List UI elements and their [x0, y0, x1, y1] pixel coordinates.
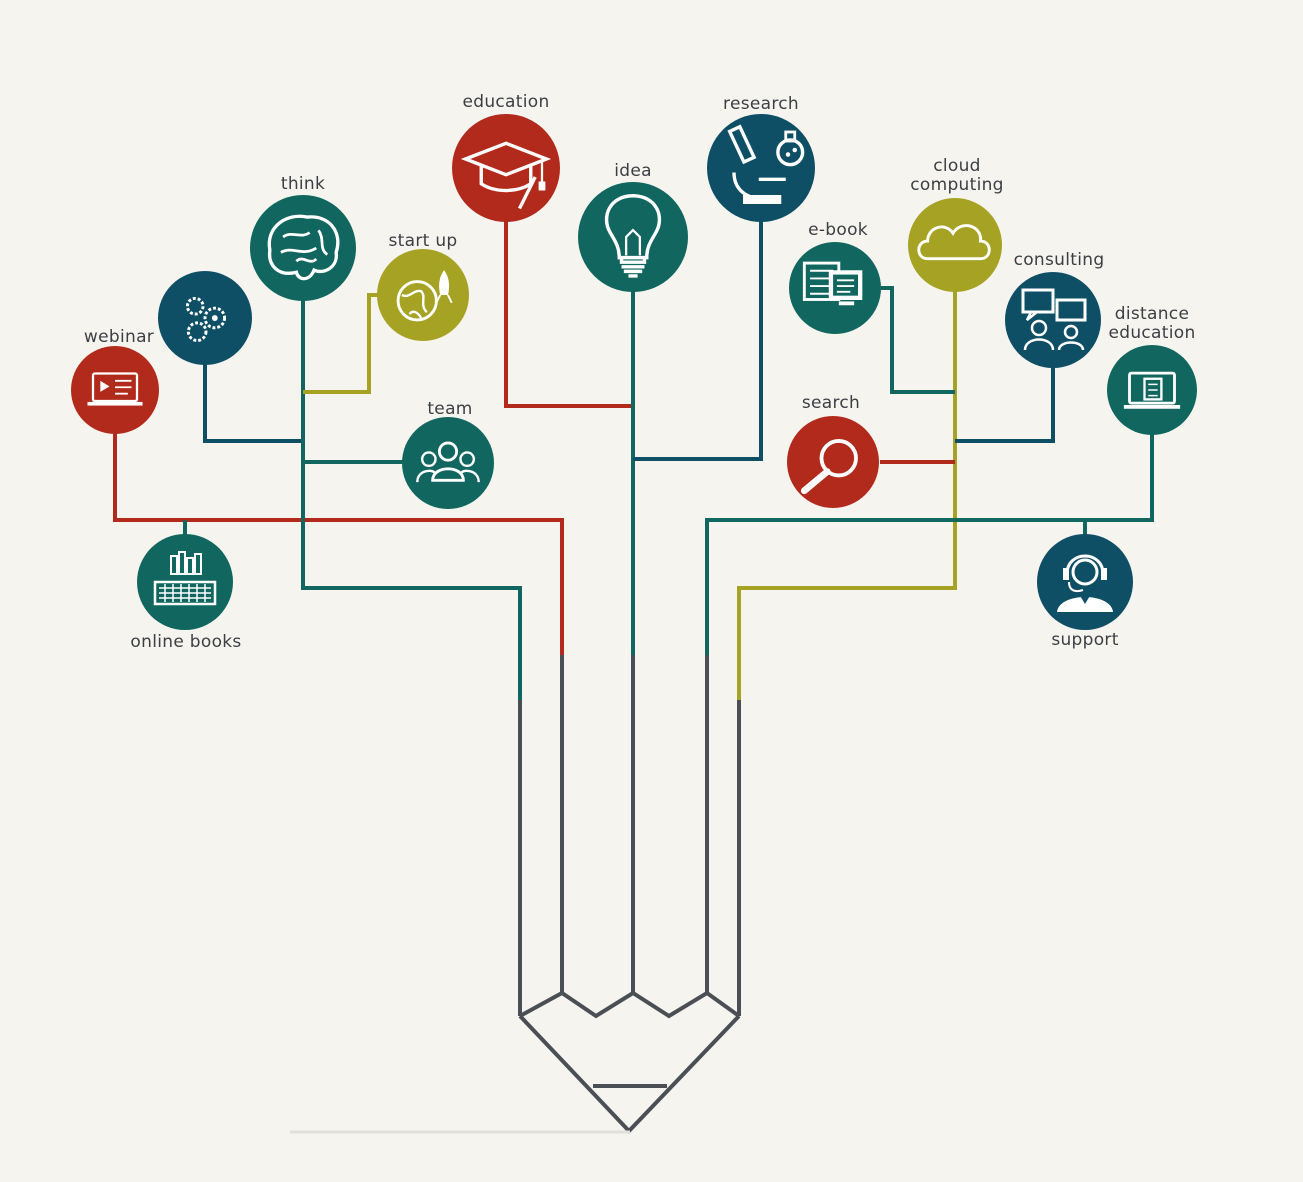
label-cloud-line2: computing [910, 175, 1004, 195]
node-ebook [789, 242, 881, 334]
node-gears [158, 271, 252, 365]
label-distance-line1: distance [1114, 304, 1190, 324]
node-team [402, 417, 494, 509]
label-distance-line2: education [1108, 323, 1196, 343]
connector-think [301, 250, 522, 700]
label-research: research [723, 94, 799, 114]
cloud-icon [917, 224, 991, 261]
magnifier-icon [800, 438, 858, 495]
label-consulting: consulting [1013, 250, 1105, 270]
books-keyboard-icon [153, 551, 217, 606]
connector-education [504, 170, 633, 408]
label-e-book: e-book [808, 220, 868, 240]
label-search: search [801, 393, 861, 413]
label-idea: idea [614, 161, 652, 181]
node-idea [578, 182, 688, 292]
label-think: think [280, 174, 326, 194]
label-education: education [462, 92, 550, 112]
label-distance-education: distance education [1108, 305, 1195, 343]
label-cloud-line1: cloud [933, 156, 981, 176]
node-cloud [908, 198, 1002, 292]
connector-webinar [113, 390, 564, 655]
node-search [787, 416, 879, 508]
pencil-zigzag [519, 990, 741, 1019]
laptop-video-icon [87, 372, 143, 406]
node-education [452, 114, 560, 222]
lightbulb-icon [604, 194, 662, 278]
node-research [707, 114, 815, 222]
team-icon [416, 441, 480, 483]
consulting-icon [1021, 288, 1087, 351]
connector-e-book [880, 286, 955, 394]
label-start-up: start up [388, 231, 458, 251]
label-team: team [427, 399, 473, 419]
node-consulting [1005, 272, 1101, 368]
label-online-books: online books [130, 632, 242, 652]
ebook-devices-icon [802, 261, 863, 306]
graduation-cap-icon [460, 141, 552, 210]
microscope-icon [727, 124, 805, 204]
node-support [1037, 534, 1133, 630]
connector-start-up [303, 293, 378, 394]
connector-distance [705, 390, 1154, 655]
gears-icon [185, 296, 227, 342]
label-support: support [1051, 630, 1119, 650]
label-cloud-computing: cloud computing [910, 157, 1004, 195]
node-webinar [71, 346, 159, 434]
label-webinar: webinar [83, 327, 155, 347]
headset-icon [1057, 554, 1113, 612]
pencil-tip [518, 1014, 741, 1134]
globe-rocket-icon [396, 270, 453, 322]
node-distance [1107, 345, 1197, 435]
connector-research [633, 168, 763, 461]
connector-cloud [737, 245, 957, 700]
node-startup [377, 249, 469, 341]
laptop-book-icon [1123, 371, 1181, 409]
node-online-books [137, 534, 233, 630]
brain-icon [267, 214, 340, 281]
node-think [250, 195, 356, 301]
